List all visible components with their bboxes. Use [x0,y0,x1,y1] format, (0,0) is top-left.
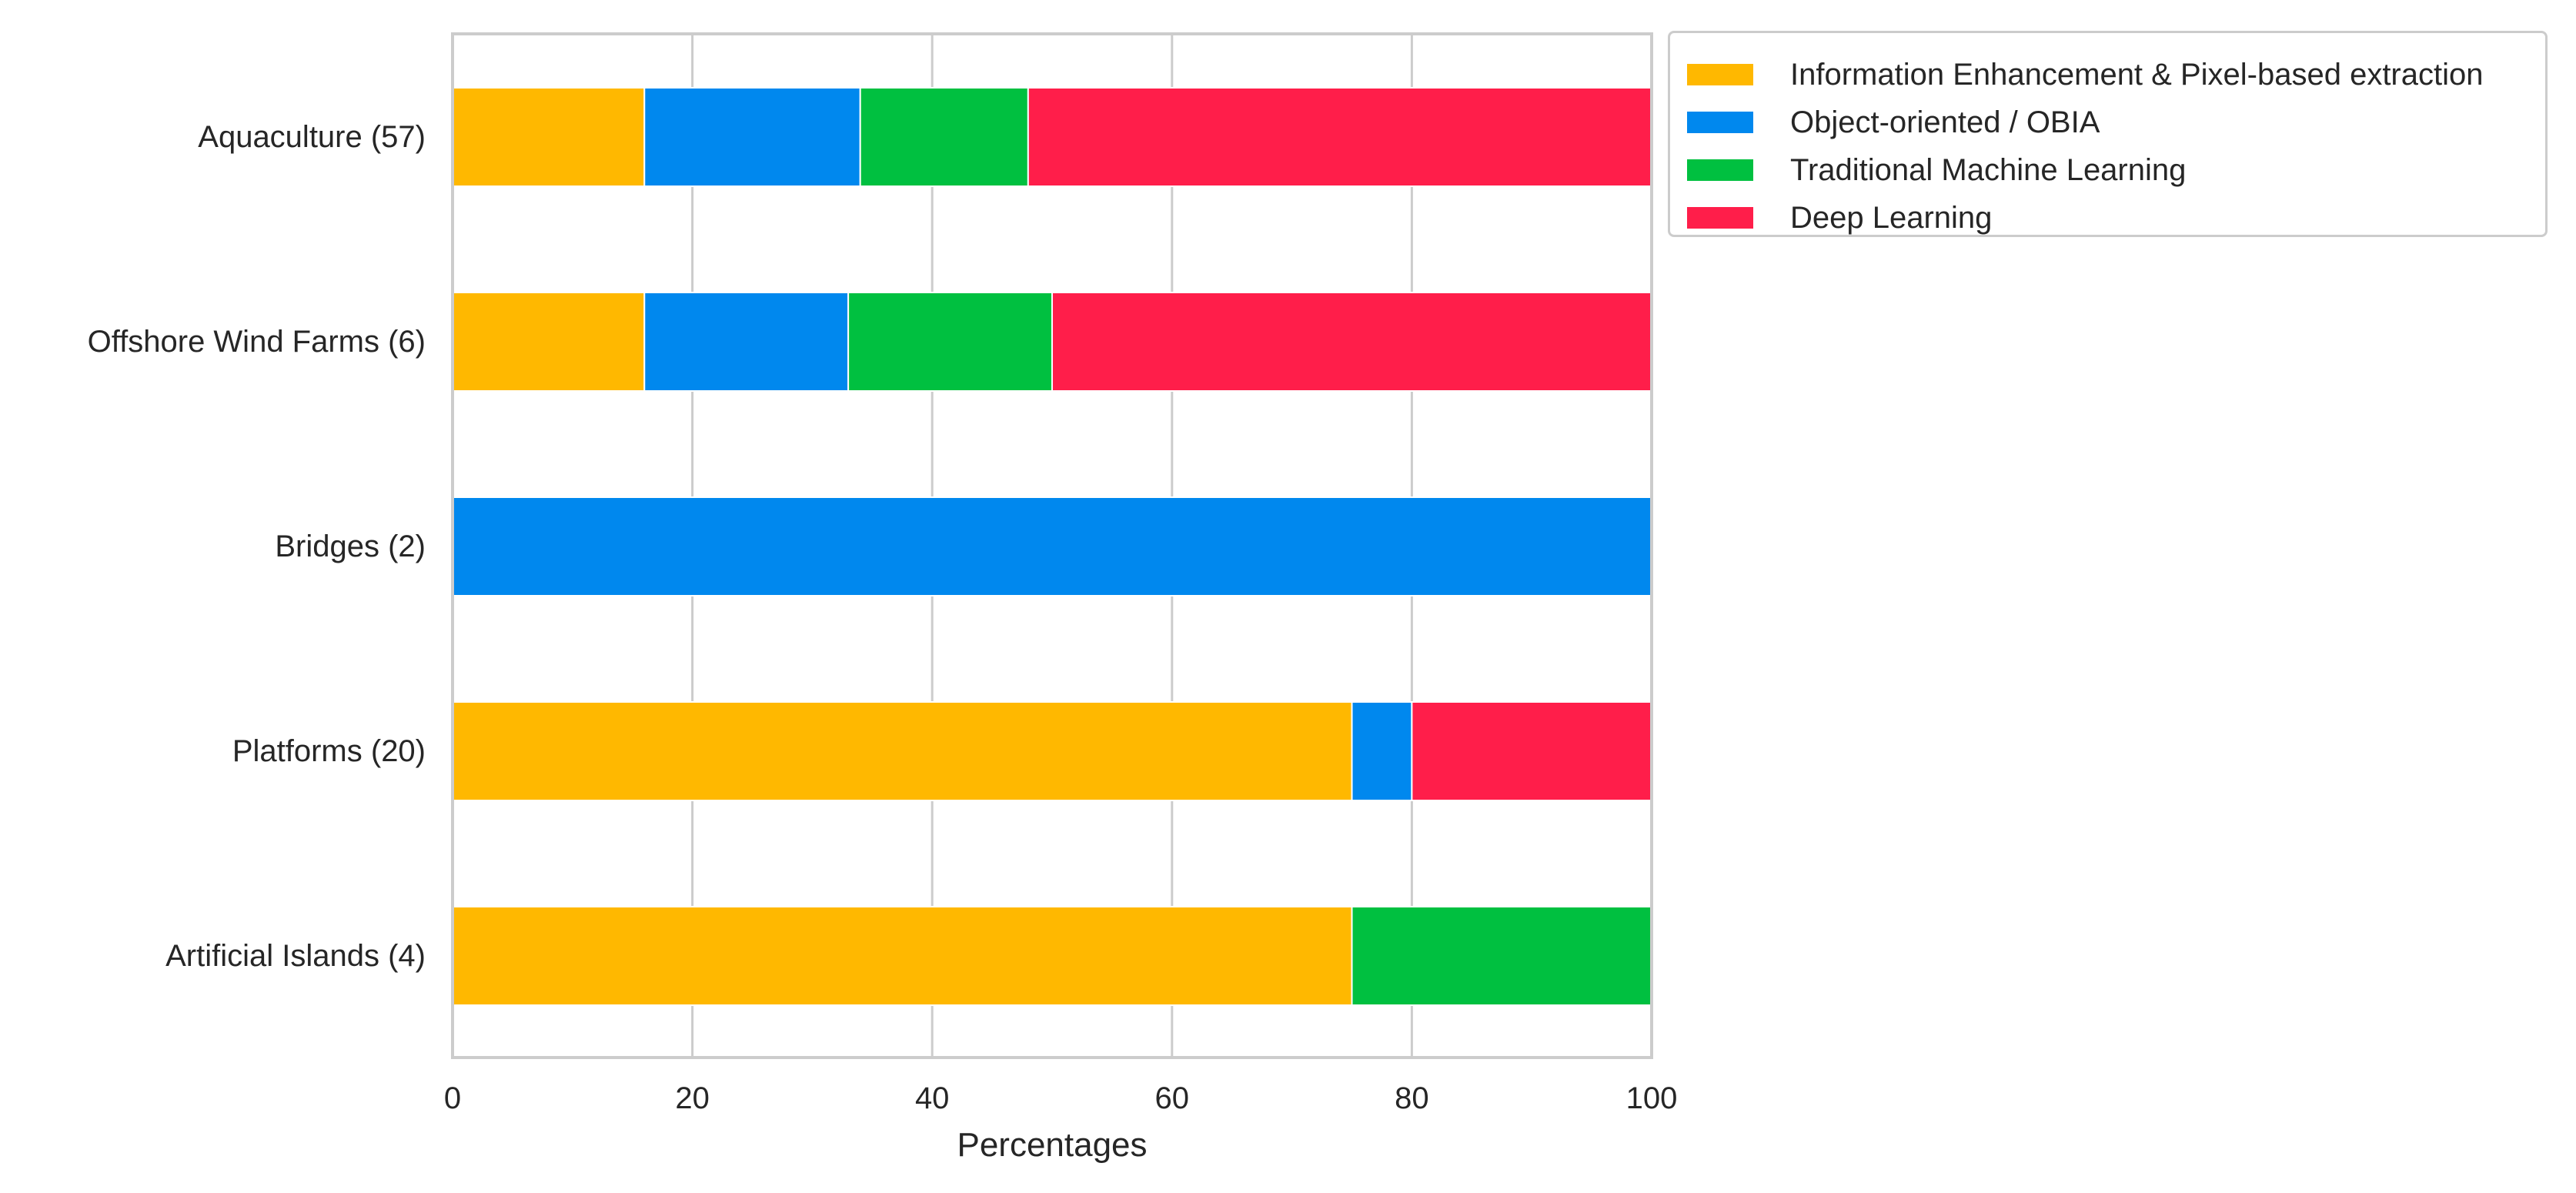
bar-aquaculture-57-traditional-machine-learning [859,87,1029,187]
legend-swatch-deep-learning [1687,207,1753,229]
bar-artificial-islands-4-traditional-machine-learning [1351,906,1652,1006]
x-tick-label-0: 0 [444,1081,461,1115]
legend-item-traditional-ml: Traditional Machine Learning [1687,147,2186,193]
y-tick-label-platforms-20: Platforms (20) [232,734,426,768]
bar-aquaculture-57-object-oriented-obia [643,87,861,187]
y-tick-label-offshore-wind-farms-6: Offshore Wind Farms (6) [88,325,426,359]
x-tick-label-80: 80 [1395,1081,1429,1115]
bar-platforms-20-object-oriented-obia [1351,701,1413,801]
bar-offshore-wind-farms-6-information-enhancement-pixel-based-extraction [452,292,646,392]
y-tick-label-bridges-2: Bridges (2) [275,530,426,563]
legend-item-pixel-based: Information Enhancement & Pixel-based ex… [1687,52,2484,98]
bar-platforms-20-information-enhancement-pixel-based-extraction [452,701,1353,801]
x-tick-label-40: 40 [915,1081,950,1115]
legend: Information Enhancement & Pixel-based ex… [1668,31,2548,237]
y-tick-label-artificial-islands-4: Artificial Islands (4) [165,939,426,973]
y-tick-label-aquaculture-57: Aquaculture (57) [198,120,426,154]
legend-swatch-pixel-based [1687,64,1753,85]
legend-item-obia: Object-oriented / OBIA [1687,99,2100,145]
y-tick-labels: Aquaculture (57) Offshore Wind Farms (6) B… [88,120,426,973]
x-axis-label: Percentages [957,1126,1147,1164]
bar-aquaculture-57-deep-learning [1027,87,1652,187]
bar-bridges-2-object-oriented-obia [452,496,1652,596]
legend-label-pixel-based: Information Enhancement & Pixel-based ex… [1790,57,2484,92]
x-tick-labels: 0 20 40 60 80 100 [444,1081,1678,1115]
legend-swatch-traditional-ml [1687,159,1753,181]
x-tick-label-20: 20 [675,1081,710,1115]
bar-artificial-islands-4-information-enhancement-pixel-based-extraction [452,906,1353,1006]
legend-item-deep-learning: Deep Learning [1687,195,1992,241]
legend-swatch-obia [1687,112,1753,133]
legend-label-traditional-ml: Traditional Machine Learning [1790,152,2187,187]
legend-label-deep-learning: Deep Learning [1790,200,1993,235]
bar-layer [452,87,1653,1006]
plot-frame [451,32,1653,1059]
bar-aquaculture-57-information-enhancement-pixel-based-extraction [452,87,646,187]
x-tick-label-100: 100 [1626,1081,1678,1115]
legend-label-obia: Object-oriented / OBIA [1790,105,2100,139]
x-tick-label-60: 60 [1155,1081,1190,1115]
bar-offshore-wind-farms-6-deep-learning [1051,292,1652,392]
bar-offshore-wind-farms-6-traditional-machine-learning [847,292,1053,392]
bar-offshore-wind-farms-6-object-oriented-obia [643,292,850,392]
bar-platforms-20-deep-learning [1411,701,1653,801]
